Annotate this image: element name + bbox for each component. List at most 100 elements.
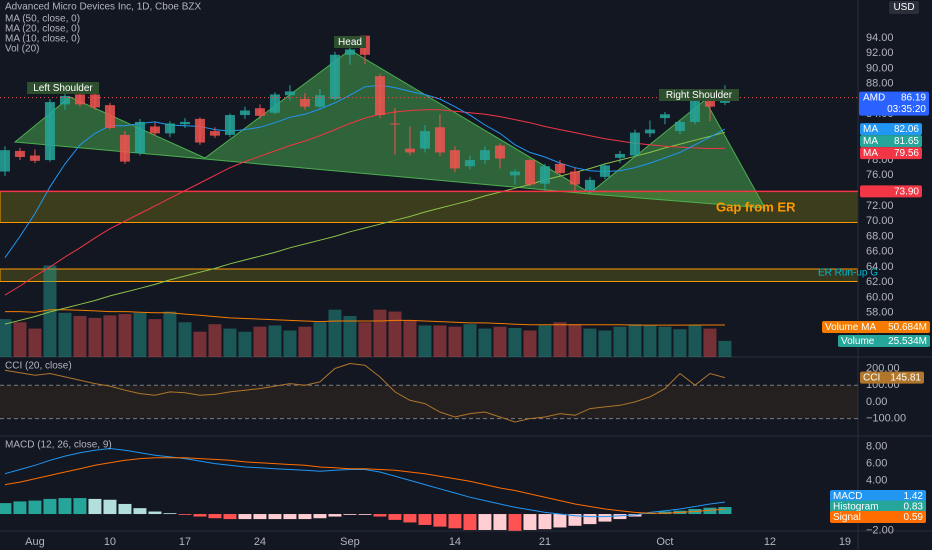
histogram-bar [28, 500, 42, 515]
histogram-bar [388, 514, 402, 520]
histogram-bar [343, 514, 357, 515]
badge-value: 79.56 [894, 148, 919, 159]
signal-line [4, 457, 725, 514]
badge [860, 185, 922, 198]
badge-name: Volume MA [825, 322, 876, 333]
badge [860, 135, 922, 148]
histogram-bar [103, 499, 117, 515]
volume-bar [58, 312, 72, 357]
histogram-bar [238, 514, 252, 520]
volume-bar [163, 311, 177, 357]
volume-bar [178, 322, 192, 357]
x-tick-label: Aug [25, 536, 45, 548]
pattern-label-bg [659, 89, 739, 101]
histogram-bar [148, 511, 162, 515]
y-tick-label: 88.00 [866, 78, 894, 90]
histogram-bar [718, 507, 732, 515]
y-tick-label: 4.00 [866, 474, 887, 486]
pattern-label: Right Shoulder [666, 90, 733, 101]
y-tick-label: 200.00 [866, 362, 900, 374]
currency-badge[interactable] [889, 1, 919, 14]
candle-body [194, 118, 205, 143]
badge-name: Signal [833, 512, 861, 523]
y-tick-label: −2.00 [866, 525, 894, 537]
volume-bar [268, 325, 282, 357]
candle-body [554, 163, 565, 174]
histogram-bar [193, 514, 207, 517]
histogram-bar [418, 514, 432, 525]
chart-title: Advanced Micro Devices Inc, 1D, Cboe BZX [5, 2, 202, 13]
candle-body [389, 123, 400, 125]
volume-bar [613, 326, 627, 357]
candle-body [299, 99, 310, 107]
y-tick-label: 66.00 [866, 246, 894, 258]
volume-bar [628, 324, 642, 357]
candle-body [509, 171, 520, 176]
candle-body [29, 155, 40, 161]
badge [860, 371, 924, 384]
candle-body [14, 150, 25, 158]
volume-bar [688, 325, 702, 357]
y-tick-label: 68.00 [866, 230, 894, 242]
candle-body [404, 148, 415, 153]
histogram-bar [73, 498, 87, 515]
symbol: AMD [863, 93, 885, 104]
volume-bar [208, 324, 222, 357]
candle-body [104, 105, 115, 129]
pattern-label-bg [334, 36, 366, 48]
volume-bar [358, 322, 372, 357]
badge-value: 73.90 [894, 186, 919, 197]
pattern-label-bg [27, 82, 99, 94]
volume-bar [718, 340, 732, 357]
volume-bar [328, 309, 342, 357]
histogram-bar [703, 507, 717, 515]
candle-body [659, 114, 670, 119]
badge-name: MA [863, 148, 878, 159]
y-tick-label: 90.00 [866, 62, 894, 74]
histogram-bar [328, 514, 342, 517]
y-tick-label: 0.00 [866, 396, 887, 408]
badge [830, 490, 926, 502]
legend-item: MA (50, close, 0) [5, 14, 80, 25]
macd-pane [0, 447, 732, 531]
candle-body [614, 153, 625, 158]
legend-item: CCI (20, close) [5, 361, 72, 372]
candle-body [629, 132, 640, 156]
pattern-label: Head [338, 37, 362, 48]
candle-body [89, 94, 100, 108]
volume-bar [223, 328, 237, 357]
badge-value: 81.65 [894, 136, 919, 147]
volume-bar [193, 331, 207, 357]
overlay: Advanced Micro Devices Inc, 1D, Cboe BZX… [5, 1, 919, 451]
candle-body [134, 121, 145, 154]
y-tick-label: 62.00 [866, 276, 894, 288]
badge [860, 123, 922, 136]
badge [830, 500, 926, 513]
candle-body [494, 145, 505, 159]
volume-bar [433, 325, 447, 357]
candle-body [329, 54, 340, 100]
histogram-bar [268, 514, 282, 520]
candle-body [119, 134, 130, 162]
volume-bar [118, 314, 132, 357]
histogram-bar [598, 514, 612, 522]
volume-bar [13, 322, 27, 357]
badge-value: 145.81 [890, 373, 921, 384]
volume-bar [643, 325, 657, 357]
volume-bar [88, 317, 102, 357]
cci-pane [0, 362, 858, 423]
histogram-bar [13, 501, 27, 515]
badge-name: MA [863, 124, 878, 135]
volume-bar [538, 325, 552, 357]
x-tick-label: 17 [179, 536, 191, 548]
x-tick-label: 10 [104, 536, 116, 548]
volume-bar [133, 312, 147, 357]
x-tick-label: 19 [839, 536, 851, 548]
candle-body [524, 160, 535, 185]
y-tick-label: 60.00 [866, 291, 894, 303]
candle-body [164, 123, 175, 134]
badge-value: 1.42 [904, 491, 924, 502]
volume-bar [253, 326, 267, 357]
